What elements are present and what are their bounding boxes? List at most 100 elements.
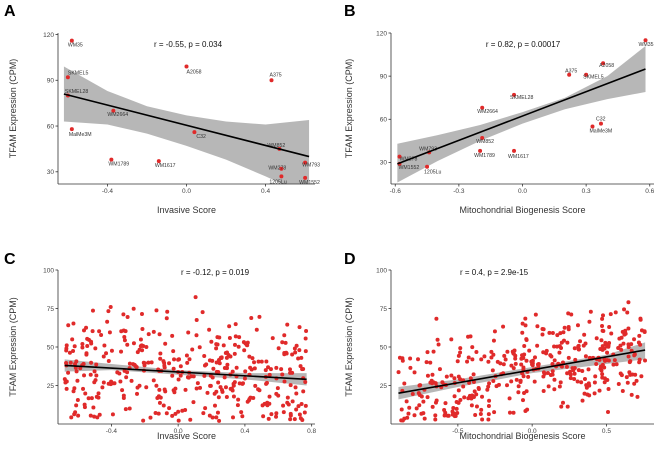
data-point	[100, 385, 105, 390]
data-point	[476, 387, 481, 392]
data-point	[256, 359, 261, 364]
data-point	[188, 417, 193, 422]
data-point	[587, 393, 592, 398]
data-point	[573, 357, 578, 362]
correlation-annotation-b: r = 0.82, p = 0.00017	[486, 40, 561, 49]
data-point	[242, 348, 247, 353]
data-point	[214, 342, 219, 347]
data-point	[533, 312, 538, 317]
data-point	[66, 370, 71, 375]
data-point	[64, 346, 69, 351]
data-point	[606, 410, 611, 415]
data-point	[608, 312, 613, 317]
point-label: C32	[196, 134, 206, 140]
data-point	[303, 403, 308, 408]
data-point	[76, 413, 81, 418]
x-tick-label: 0.3	[582, 188, 591, 195]
data-point	[230, 388, 235, 393]
data-point	[557, 350, 562, 355]
data-point	[157, 332, 162, 337]
point-label: WM1789	[108, 162, 129, 168]
panel-d: D -0.5 0.0 0.5 25 50 75 100 Mitochondrial Biogen…	[344, 251, 654, 441]
data-point	[425, 373, 430, 378]
data-point	[607, 325, 612, 330]
data-point	[219, 355, 224, 360]
data-point	[572, 376, 577, 381]
data-point	[516, 384, 521, 389]
data-point	[158, 351, 163, 356]
data-point	[92, 369, 97, 374]
data-point	[462, 395, 467, 400]
data-point	[210, 415, 215, 420]
data-point	[642, 329, 647, 334]
data-point	[635, 394, 640, 399]
panel-letter-d: D	[344, 251, 356, 268]
data-point	[486, 412, 491, 417]
data-point	[70, 337, 75, 342]
data-point	[164, 316, 169, 321]
data-point	[194, 386, 199, 391]
data-point	[456, 374, 461, 379]
data-point	[207, 327, 212, 332]
data-point	[478, 412, 483, 417]
data-point	[449, 373, 454, 378]
data-point	[303, 379, 308, 384]
y-tick-label: 100	[43, 267, 54, 274]
point-label: WM852	[267, 143, 285, 149]
data-point	[466, 334, 471, 339]
data-point	[153, 411, 158, 416]
data-point	[617, 336, 622, 341]
data-point	[162, 387, 167, 392]
x-axis-label-c: Invasive Score	[157, 431, 216, 441]
data-point	[407, 405, 412, 410]
data-point	[559, 364, 564, 369]
data-point	[170, 333, 175, 338]
data-point	[558, 380, 563, 385]
y-axis-label-c: TFAM Expression (CPM)	[8, 297, 18, 397]
data-point	[625, 310, 630, 315]
data-point	[220, 389, 225, 394]
data-point	[119, 349, 124, 354]
data-point	[224, 394, 229, 399]
data-point	[472, 389, 477, 394]
data-point	[303, 336, 308, 341]
data-point	[83, 391, 88, 396]
data-point	[254, 327, 259, 332]
data-point	[516, 390, 521, 395]
data-point	[107, 330, 112, 335]
data-point	[535, 343, 540, 348]
data-point	[210, 375, 215, 380]
data-point	[279, 367, 284, 372]
data-point	[431, 349, 436, 354]
data-point	[157, 400, 162, 405]
data-point	[637, 360, 642, 365]
data-point	[67, 350, 72, 355]
data-point	[75, 378, 80, 383]
data-point	[512, 148, 517, 153]
data-point	[218, 385, 223, 390]
data-point	[64, 343, 69, 348]
data-point	[519, 362, 524, 367]
data-point	[474, 404, 479, 409]
data-point	[557, 344, 562, 349]
data-point	[161, 403, 166, 408]
correlation-annotation-c: r = -0.12, p = 0.019	[181, 268, 250, 277]
data-point	[240, 381, 245, 386]
data-point	[408, 356, 413, 361]
data-point	[298, 364, 303, 369]
data-point	[545, 371, 550, 376]
data-point	[490, 368, 495, 373]
data-point	[544, 348, 549, 353]
data-point	[541, 350, 546, 355]
data-point	[89, 360, 94, 365]
data-point	[85, 343, 90, 348]
x-tick-label: 0.0	[182, 188, 191, 195]
data-point	[88, 372, 93, 377]
data-point	[590, 124, 595, 129]
data-point	[576, 343, 581, 348]
x-tick-label: 0.0	[518, 188, 527, 195]
data-point	[417, 403, 422, 408]
data-point	[405, 415, 410, 420]
point-label: WM2664	[477, 109, 498, 115]
point-label: WM2664	[107, 112, 128, 118]
